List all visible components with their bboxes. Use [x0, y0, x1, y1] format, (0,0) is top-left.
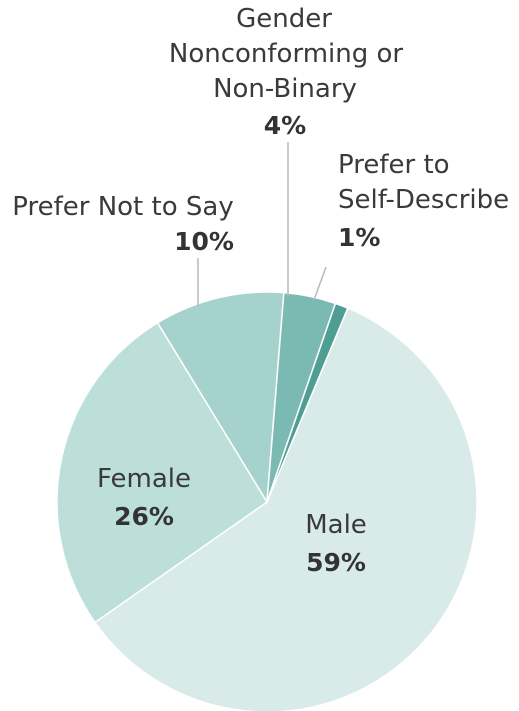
value-male: 59%: [306, 548, 366, 577]
value-female: 26%: [114, 502, 174, 531]
label-self-describe-line-1: Prefer to: [338, 150, 450, 180]
value-self-describe: 1%: [338, 223, 380, 252]
label-gnc-line-1: Gender: [236, 4, 332, 34]
label-self-describe-line-2: Self-Describe: [338, 185, 509, 215]
label-female: Female: [97, 464, 191, 494]
value-prefer-not: 10%: [174, 227, 234, 256]
pie-slices: [56, 291, 478, 711]
pie-slice-prefer-to-self-describe: [266, 302, 349, 503]
pie-slice-female: [56, 321, 269, 624]
leader-line-self-describe: [313, 266, 327, 301]
label-male: Male: [305, 510, 367, 540]
pie-slice-male: [93, 307, 478, 711]
value-gnc: 4%: [264, 111, 306, 140]
label-prefer-not: Prefer Not to Say: [12, 192, 233, 222]
label-gnc-line-2: Nonconforming or: [169, 39, 404, 69]
pie-slice-prefer-not-to-say: [156, 291, 285, 505]
label-gnc-line-3: Non-Binary: [213, 74, 357, 104]
